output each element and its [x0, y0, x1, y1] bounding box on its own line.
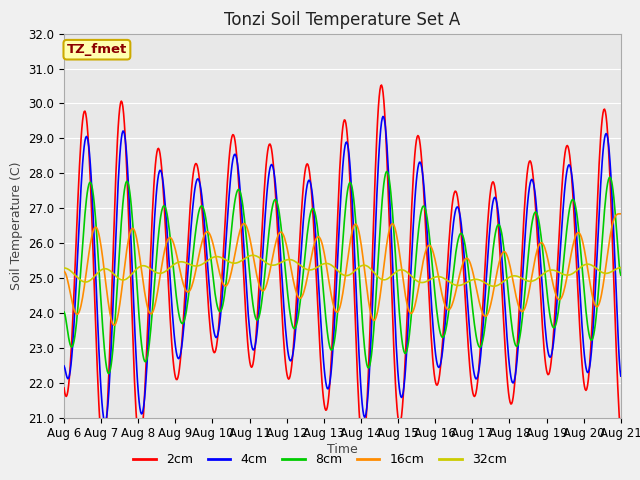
Text: TZ_fmet: TZ_fmet — [67, 43, 127, 56]
Y-axis label: Soil Temperature (C): Soil Temperature (C) — [10, 161, 22, 290]
Title: Tonzi Soil Temperature Set A: Tonzi Soil Temperature Set A — [224, 11, 461, 29]
Legend: 2cm, 4cm, 8cm, 16cm, 32cm: 2cm, 4cm, 8cm, 16cm, 32cm — [128, 448, 512, 471]
X-axis label: Time: Time — [327, 443, 358, 456]
